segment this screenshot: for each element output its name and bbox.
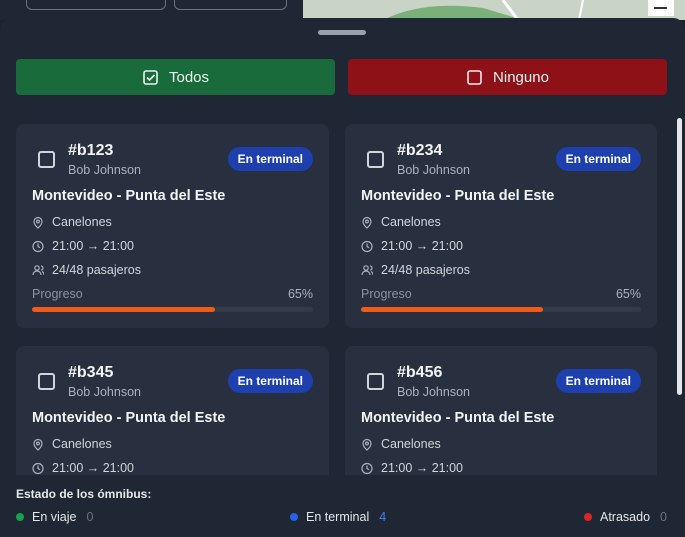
progress-label: 65% bbox=[615, 287, 641, 301]
legend-item: En viaje 0 bbox=[16, 510, 93, 524]
checkbox[interactable] bbox=[38, 151, 55, 168]
checkbox[interactable] bbox=[367, 373, 384, 390]
legend-title: Estado de los ómnibus: bbox=[16, 487, 152, 501]
bus-id: #b456 bbox=[397, 364, 443, 381]
location: Canelones bbox=[52, 437, 112, 451]
row-icon bbox=[32, 438, 44, 451]
map-art bbox=[383, 0, 674, 21]
driver: Bob Johnson bbox=[68, 163, 141, 177]
progress-track bbox=[32, 307, 313, 312]
bus-id: #b234 bbox=[397, 142, 443, 159]
select-button[interactable]: Ninguno bbox=[348, 59, 667, 95]
route: Montevideo - Punta del Este bbox=[361, 188, 555, 204]
progress-bar bbox=[32, 307, 215, 312]
top-bar bbox=[0, 0, 303, 20]
status-badge: En terminal bbox=[227, 147, 313, 171]
legend-item: En terminal 4 bbox=[290, 510, 386, 524]
select-button[interactable]: Todos bbox=[16, 59, 335, 95]
legend-label: En viaje bbox=[32, 510, 77, 524]
row-icon bbox=[32, 462, 44, 475]
legend-dot bbox=[584, 513, 592, 521]
legend-dot bbox=[290, 513, 298, 521]
driver: Bob Johnson bbox=[397, 163, 470, 177]
legend-count: 4 bbox=[379, 510, 387, 524]
driver: Bob Johnson bbox=[68, 385, 141, 399]
progress-track bbox=[361, 307, 641, 312]
route: Montevideo - Punta del Este bbox=[32, 188, 226, 204]
status-badge: En terminal bbox=[555, 369, 641, 393]
progress-title: Progreso bbox=[32, 287, 83, 301]
progress-bar bbox=[361, 307, 543, 312]
drag-handle[interactable] bbox=[318, 30, 366, 35]
progress-label: 65% bbox=[287, 287, 313, 301]
checkbox[interactable] bbox=[367, 151, 384, 168]
top-button[interactable] bbox=[26, 0, 166, 10]
scrollbar[interactable] bbox=[677, 118, 682, 395]
button-label: Todos bbox=[168, 68, 210, 86]
bus-card[interactable]: #b234 Bob Johnson En terminal Montevideo - … bbox=[345, 124, 657, 328]
bus-id: #b345 bbox=[68, 364, 114, 381]
bus-card[interactable]: #b123 Bob Johnson En terminal Montevideo - … bbox=[16, 124, 329, 328]
row-icon bbox=[361, 264, 374, 277]
row-icon bbox=[361, 216, 373, 229]
route: Montevideo - Punta del Este bbox=[361, 410, 555, 426]
legend-label: Atrasado bbox=[600, 510, 651, 524]
button-icon bbox=[143, 69, 158, 85]
progress-title: Progreso bbox=[361, 287, 412, 301]
button-icon bbox=[467, 69, 482, 85]
bus-card[interactable]: #b345 Bob Johnson En terminal Montevideo - … bbox=[16, 346, 329, 475]
route: Montevideo - Punta del Este bbox=[32, 410, 226, 426]
legend-count: 0 bbox=[86, 510, 94, 524]
legend-label: En terminal bbox=[306, 510, 370, 524]
row-icon bbox=[32, 216, 44, 229]
passengers: 24/48 pasajeros bbox=[381, 263, 470, 277]
row-icon bbox=[361, 462, 373, 475]
top-button[interactable] bbox=[174, 0, 287, 10]
bus-card[interactable]: #b456 Bob Johnson En terminal Montevideo - … bbox=[345, 346, 657, 475]
checkbox[interactable] bbox=[38, 373, 55, 390]
row-icon bbox=[32, 240, 44, 253]
row-icon bbox=[361, 240, 373, 253]
button-label: Ninguno bbox=[493, 68, 549, 86]
map[interactable] bbox=[303, 0, 685, 21]
schedule: 21:00 → 21:00 bbox=[381, 461, 464, 475]
schedule: 21:00 → 21:00 bbox=[52, 239, 135, 253]
location: Canelones bbox=[381, 215, 441, 229]
row-icon bbox=[32, 264, 45, 277]
schedule: 21:00 → 21:00 bbox=[381, 239, 464, 253]
status-badge: En terminal bbox=[555, 147, 641, 171]
location: Canelones bbox=[52, 215, 112, 229]
driver: Bob Johnson bbox=[397, 385, 470, 399]
passengers: 24/48 pasajeros bbox=[52, 263, 141, 277]
location: Canelones bbox=[381, 437, 441, 451]
legend-count: 0 bbox=[660, 510, 667, 524]
row-icon bbox=[361, 438, 373, 451]
legend-dot bbox=[16, 513, 24, 521]
bus-id: #b123 bbox=[68, 142, 114, 159]
bus-list: #b123 Bob Johnson En terminal Montevideo - … bbox=[0, 110, 685, 475]
status-badge: En terminal bbox=[227, 369, 313, 393]
schedule: 21:00 → 21:00 bbox=[52, 461, 135, 475]
legend-item: Atrasado 0 bbox=[584, 510, 667, 524]
